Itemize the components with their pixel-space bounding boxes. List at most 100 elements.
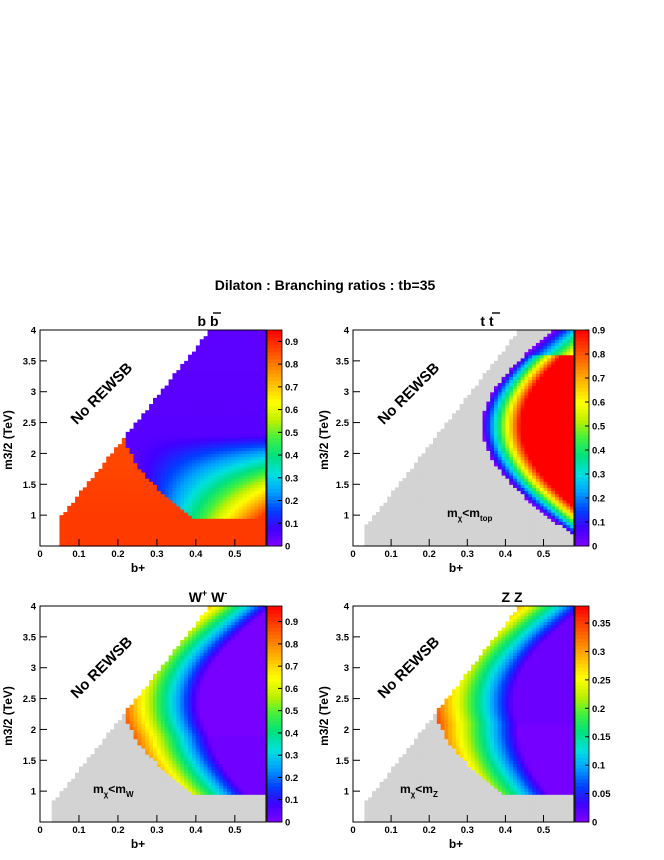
heatmap-cell (180, 385, 185, 390)
heatmap-cell (250, 416, 255, 421)
heatmap-cell (467, 431, 472, 436)
heatmap-cell (246, 456, 252, 461)
colorbar-swatch (267, 430, 282, 435)
heatmap-cell (242, 339, 248, 343)
heatmap-cell (238, 330, 244, 334)
heatmap-cell (207, 394, 213, 399)
heatmap-cell (184, 382, 189, 387)
heatmap-cell (250, 428, 255, 433)
heatmap-cell (448, 475, 453, 479)
heatmap-cell (250, 379, 255, 384)
heatmap-cell (203, 450, 209, 455)
heatmap-cell (215, 400, 220, 405)
heatmap-cell (195, 536, 201, 541)
heatmap-cell (199, 533, 205, 538)
heatmap-cell (258, 478, 263, 482)
heatmap-cell (254, 493, 259, 498)
heatmap-cell (160, 397, 166, 402)
heatmap-cell (246, 431, 252, 436)
heatmap-cell (168, 400, 174, 405)
heatmap-cell (137, 481, 142, 485)
heatmap-cell (463, 428, 468, 433)
heatmap-cell (227, 484, 232, 488)
heatmap-cell (149, 478, 154, 482)
heatmap-cell (207, 508, 213, 513)
heatmap-cell (242, 385, 248, 390)
heatmap-cell (433, 447, 438, 451)
heatmap-cell (250, 342, 255, 347)
heatmap-cell (262, 385, 267, 390)
heatmap-cell (372, 539, 377, 544)
heatmap-cell (180, 502, 185, 507)
heatmap-cell (121, 478, 127, 482)
heatmap-cell (254, 425, 259, 430)
heatmap-cell (478, 388, 484, 393)
heatmap-cell (413, 487, 419, 492)
heatmap-cell (145, 438, 150, 442)
heatmap-cell (184, 400, 189, 405)
heatmap-cell (203, 475, 209, 479)
heatmap-cell (102, 484, 107, 488)
heatmap-cell (455, 533, 461, 538)
heatmap-cell (211, 502, 216, 507)
heatmap-cell (141, 478, 146, 482)
heatmap-cell (398, 499, 404, 504)
colorbar-swatch (267, 333, 282, 338)
heatmap-cell (184, 388, 189, 393)
heatmap-cell (156, 524, 162, 529)
heatmap-cell (211, 385, 216, 390)
heatmap-cell (417, 493, 423, 498)
heatmap-cell (463, 518, 468, 522)
heatmap-cell (176, 490, 181, 495)
heatmap-cell (242, 444, 248, 448)
colorbar-swatch (267, 423, 282, 428)
heatmap-cell (478, 524, 484, 529)
heatmap-cell (258, 404, 263, 408)
heatmap-cell (254, 487, 259, 492)
heatmap-cell (383, 512, 388, 516)
heatmap-cell (207, 444, 213, 448)
heatmap-cell (448, 505, 453, 510)
heatmap-cell (102, 462, 107, 467)
heatmap-cell (238, 490, 244, 495)
heatmap-cell (160, 425, 166, 430)
heatmap-cell (211, 478, 216, 482)
heatmap-cell (82, 536, 88, 541)
heatmap-cell (246, 490, 252, 495)
heatmap-cell (90, 530, 96, 535)
heatmap-cell (195, 363, 201, 368)
heatmap-cell (230, 468, 236, 473)
heatmap-cell (223, 360, 228, 365)
heatmap-cell (246, 499, 252, 504)
heatmap-cell (227, 434, 232, 439)
heatmap-cell (67, 536, 72, 541)
heatmap-cell (63, 536, 68, 541)
heatmap-cell (421, 493, 426, 498)
heatmap-cell (168, 530, 174, 535)
heatmap-cell (246, 342, 252, 347)
heatmap-cell (258, 385, 263, 390)
heatmap-cell (82, 530, 88, 535)
heatmap-cell (448, 471, 453, 476)
heatmap-cell (145, 481, 150, 485)
heatmap-cell (452, 524, 457, 529)
heatmap-cell (164, 524, 170, 529)
heatmap-cell (211, 515, 216, 519)
heatmap-cell (482, 407, 487, 411)
heatmap-cell (191, 431, 197, 436)
heatmap-cell (156, 410, 162, 414)
heatmap-cell (110, 527, 115, 532)
heatmap-cell (234, 410, 240, 414)
heatmap-cell (463, 441, 468, 445)
heatmap-cell (242, 515, 248, 519)
heatmap-cell (223, 342, 228, 347)
heatmap-cell (133, 475, 139, 479)
heatmap-cell (156, 438, 162, 442)
heatmap-cell (406, 518, 411, 522)
heatmap-cell (149, 462, 154, 467)
heatmap-cell (129, 533, 135, 538)
heatmap-cell (250, 391, 255, 396)
heatmap-cell (417, 496, 423, 501)
heatmap-cell (444, 456, 449, 461)
heatmap-cell (223, 471, 228, 476)
